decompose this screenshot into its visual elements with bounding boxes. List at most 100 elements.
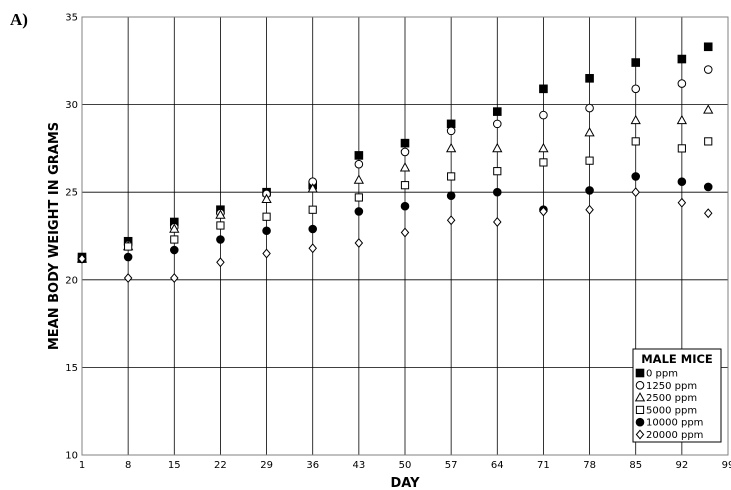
x-tick-label: 78: [583, 460, 596, 471]
data-point: [354, 151, 364, 160]
legend-entry: 1250 ppm: [646, 381, 697, 392]
data-point: [538, 142, 549, 153]
x-tick-label: 43: [352, 460, 365, 471]
legend-marker: [635, 405, 645, 414]
data-point: [445, 142, 457, 153]
data-point: [307, 183, 318, 193]
data-point: [676, 114, 688, 125]
legend-marker: [635, 381, 645, 390]
data-point: [261, 193, 272, 204]
x-axis-ticks: 1 8 15 22 29 36 43 50 57 64 71 78 85 92 99: [79, 460, 731, 471]
data-point: [124, 242, 133, 251]
data-point: [447, 172, 456, 181]
legend-marker: [635, 417, 645, 427]
data-point: [123, 273, 133, 284]
data-point: [216, 221, 225, 230]
data-point: [677, 54, 687, 64]
data-point: [169, 223, 180, 233]
data-point: [539, 110, 548, 120]
data-point: [493, 217, 502, 227]
data-point: [539, 84, 548, 94]
y-tick-label: 20: [65, 275, 78, 286]
x-tick-label: 57: [445, 460, 458, 471]
data-point: [446, 119, 456, 129]
x-tick-label: 1: [79, 460, 85, 471]
data-point: [585, 156, 594, 165]
series-1: [77, 65, 713, 264]
data-point: [353, 174, 365, 184]
data-point: [630, 114, 641, 125]
data-point: [677, 197, 687, 208]
data-point: [308, 224, 318, 234]
data-point: [584, 127, 595, 137]
data-point: [170, 273, 179, 284]
data-point: [262, 226, 271, 236]
data-point: [354, 159, 364, 169]
legend-marker: [635, 429, 645, 440]
x-tick-label: 50: [399, 460, 412, 471]
data-point: [677, 79, 687, 88]
data-point: [493, 167, 502, 176]
data-point: [704, 137, 713, 146]
data-point: [400, 138, 410, 148]
legend-marker: [635, 368, 645, 378]
x-tick-label: 15: [168, 460, 181, 471]
x-tick-label: 64: [491, 460, 504, 471]
data-point: [631, 137, 640, 146]
data-point: [492, 119, 502, 129]
data-point: [354, 193, 363, 202]
x-tick-label: 22: [214, 460, 227, 471]
y-tick-label: 35: [65, 13, 78, 24]
x-tick-label: 71: [537, 460, 550, 471]
data-point: [215, 209, 226, 219]
data-point: [492, 187, 502, 197]
x-axis-title: DAY: [390, 476, 420, 490]
data-point: [400, 181, 410, 190]
series-2: [76, 104, 714, 263]
data-point: [703, 182, 713, 192]
data-point: [446, 191, 456, 201]
legend-entry: 10000 ppm: [646, 418, 703, 429]
data-point: [399, 162, 411, 172]
x-tick-label: 99: [722, 460, 731, 471]
legend-entry: 0 ppm: [646, 369, 678, 380]
data-point: [446, 215, 456, 226]
data-point: [216, 235, 225, 244]
data-point: [631, 172, 641, 181]
series-3: [77, 137, 713, 263]
data-point: [703, 208, 713, 219]
data-point: [123, 252, 133, 262]
data-point: [539, 158, 548, 167]
data-point: [216, 257, 225, 268]
data-point: [703, 42, 713, 52]
data-point: [631, 84, 641, 94]
data-point: [631, 187, 640, 198]
x-tick-label: 8: [125, 460, 131, 471]
data-point: [585, 204, 594, 215]
data-point: [354, 238, 364, 248]
data-point: [703, 65, 713, 74]
data-points: [76, 42, 714, 284]
data-point: [631, 58, 641, 67]
data-point: [703, 104, 714, 114]
plot-frame: [81, 16, 729, 456]
data-point: [308, 243, 317, 254]
x-tick-label: 85: [629, 460, 642, 471]
x-tick-label: 92: [675, 460, 688, 471]
data-point: [170, 235, 179, 244]
data-point: [677, 144, 686, 153]
y-tick-label: 15: [65, 363, 78, 374]
data-point: [585, 74, 594, 83]
data-point: [492, 107, 502, 116]
data-point: [585, 103, 594, 113]
panel-label: A): [10, 10, 28, 29]
data-point: [539, 206, 548, 217]
y-tick-label: 30: [65, 100, 78, 111]
data-point: [446, 126, 456, 136]
data-point: [169, 245, 179, 255]
legend-marker: [634, 392, 646, 402]
data-point: [585, 186, 594, 195]
